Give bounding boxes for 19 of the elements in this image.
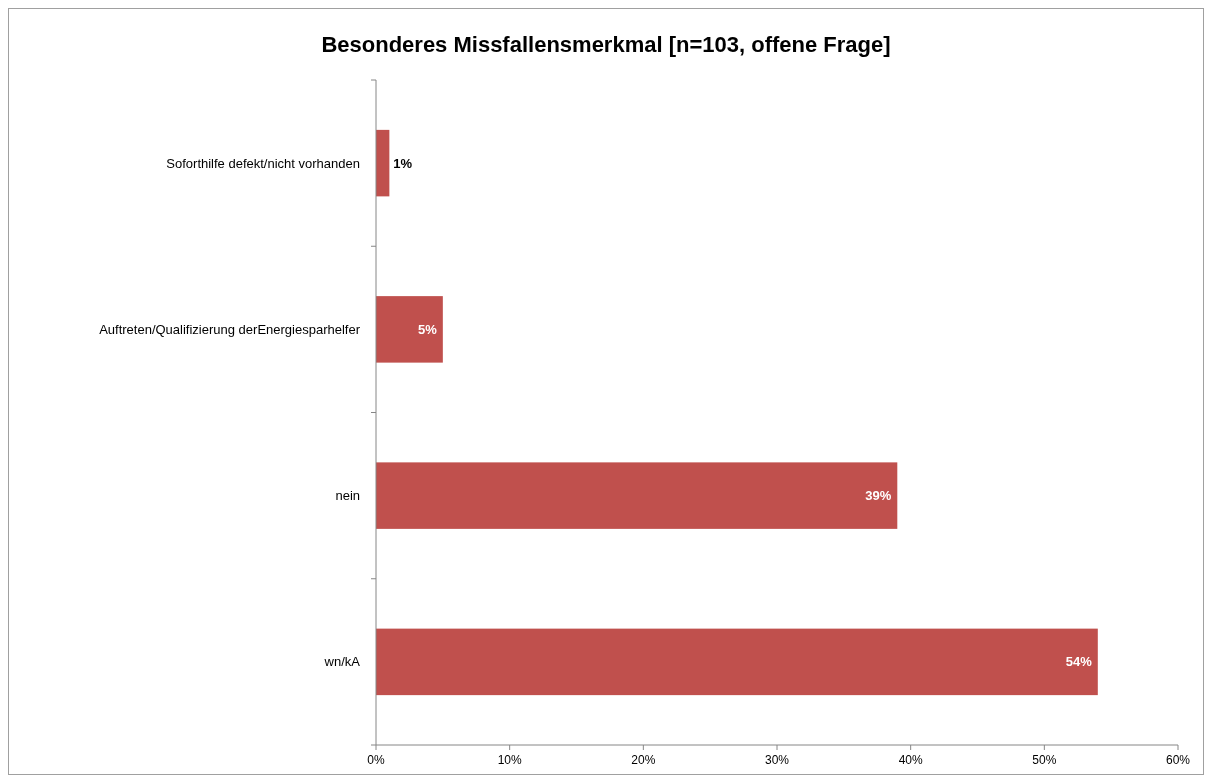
- x-tick-label: 40%: [898, 753, 923, 767]
- data-label: 5%: [418, 321, 438, 337]
- data-label: 54%: [1065, 654, 1093, 670]
- y-tick-label: Soforthilfe defekt/nicht vorhanden: [166, 155, 360, 171]
- data-label: 39%: [865, 488, 892, 504]
- data-label: 1%: [393, 155, 413, 171]
- y-tick-label: wn/kA: [323, 654, 361, 670]
- y-tick-label: nein: [335, 488, 360, 504]
- bar: [376, 462, 898, 529]
- y-tick-label: Auftreten/Qualifizierung derEnergiesparhelfer: [99, 321, 361, 337]
- x-tick-label: 20%: [631, 753, 656, 767]
- bar: [376, 628, 1098, 696]
- x-tick-label: 60%: [1165, 753, 1191, 767]
- x-tick-label: 0%: [367, 753, 385, 767]
- x-tick-label: 30%: [764, 753, 790, 767]
- x-tick-label: 50%: [1032, 753, 1057, 767]
- bar: [376, 296, 443, 363]
- x-tick-label: 10%: [497, 753, 522, 767]
- chart-title: Besonderes Missfallensmerkmal [n=103, offene Frage]: [321, 32, 891, 57]
